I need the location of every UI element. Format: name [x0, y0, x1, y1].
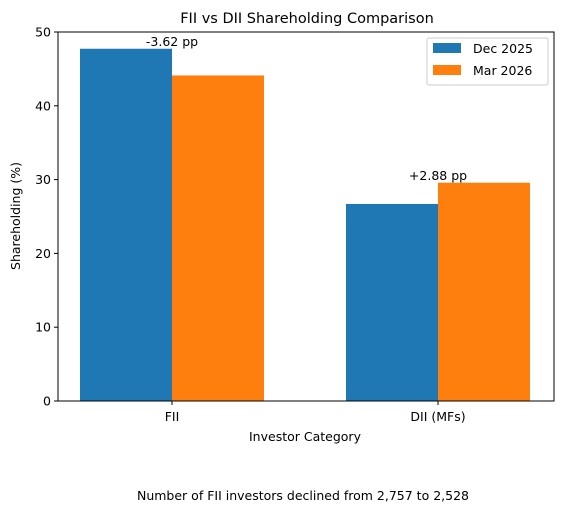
bar-dec-2025-fii	[80, 48, 172, 402]
legend-swatch-dec-2025	[433, 43, 461, 53]
legend-label-mar-2026: Mar 2026	[473, 63, 532, 78]
bar-mar-2026-fii	[172, 75, 264, 401]
annotation-dii-text: +2.88 pp	[409, 168, 467, 183]
y-tick-label: 30	[35, 172, 51, 187]
y-tick-label: 20	[35, 246, 51, 261]
y-tick-label: 10	[35, 320, 51, 335]
x-tick-label: DII (MFs)	[410, 409, 465, 424]
y-tick-label: 50	[35, 25, 51, 40]
y-tick-label: 40	[35, 98, 51, 113]
bar-mar-2026-dii-mfs	[438, 182, 530, 401]
annotation-fii: -3.62 pp	[146, 34, 198, 49]
footnote: Number of FII investors declined from 2,…	[137, 488, 469, 503]
bars-layer	[80, 48, 530, 402]
y-axis-label: Shareholding (%)	[8, 162, 23, 270]
y-axis-ticks: 0 10 20 30 40 50	[35, 25, 58, 409]
annotation-fii-text: -3.62 pp	[146, 34, 198, 49]
annotation-dii: +2.88 pp	[409, 168, 467, 183]
x-axis-ticks: FII DII (MFs)	[165, 401, 466, 424]
bar-dec-2025-dii-mfs	[346, 203, 438, 401]
legend-swatch-mar-2026	[433, 65, 461, 75]
x-axis-label: Investor Category	[249, 429, 362, 444]
plot-frame	[57, 31, 555, 402]
y-tick-label: 0	[43, 394, 51, 409]
legend: Dec 2025 Mar 2026	[426, 37, 549, 86]
x-tick-label: FII	[165, 409, 180, 424]
chart-title: FII vs DII Shareholding Comparison	[180, 11, 434, 27]
legend-label-dec-2025: Dec 2025	[473, 41, 533, 56]
